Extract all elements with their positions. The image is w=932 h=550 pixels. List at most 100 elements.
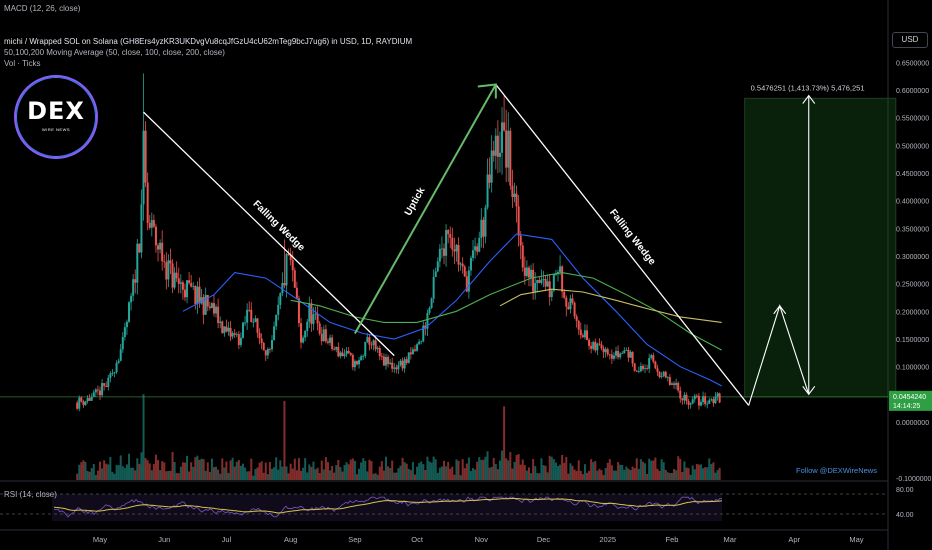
volume-bar bbox=[646, 473, 649, 480]
volume-bar bbox=[92, 463, 95, 480]
candle-body bbox=[136, 243, 139, 283]
candle-body bbox=[443, 248, 446, 256]
candle-body bbox=[88, 398, 91, 401]
candle-body bbox=[283, 283, 286, 286]
volume-bar bbox=[343, 464, 346, 480]
candle-body bbox=[569, 298, 572, 310]
volume-bar bbox=[556, 465, 559, 480]
time-tick-label: 2025 bbox=[599, 535, 616, 544]
volume-bar bbox=[273, 467, 276, 480]
volume-bar bbox=[542, 465, 545, 480]
volume-bar bbox=[202, 459, 205, 480]
candles bbox=[76, 73, 721, 412]
volume-bar bbox=[82, 460, 85, 480]
candle-body bbox=[308, 303, 311, 322]
candle-body bbox=[447, 230, 450, 235]
volume-bar bbox=[689, 474, 692, 480]
volume-bar bbox=[177, 473, 180, 480]
candle-body bbox=[438, 248, 441, 262]
candle-body bbox=[538, 279, 541, 283]
logo-subtext: WIRE NEWS bbox=[41, 127, 71, 132]
target-box: 0.5476251 (1,413.73%) 5,476,251 bbox=[0, 83, 897, 398]
candle-body bbox=[179, 282, 182, 284]
candle-body bbox=[590, 345, 593, 349]
volume-bar bbox=[329, 470, 332, 480]
volume-bar bbox=[333, 472, 336, 480]
candle-body bbox=[291, 259, 294, 271]
candle-body bbox=[281, 283, 284, 294]
candle-body bbox=[619, 353, 622, 358]
candle-body bbox=[639, 365, 642, 372]
candle-body bbox=[196, 286, 199, 305]
candle-body bbox=[252, 321, 255, 323]
volume-bar bbox=[527, 467, 530, 480]
volume-bar bbox=[519, 464, 522, 480]
ma-legend[interactable]: 50,100,200 Moving Average (50, close, 10… bbox=[4, 48, 225, 57]
volume-bar bbox=[648, 458, 651, 480]
volume-bar bbox=[163, 462, 166, 480]
symbol-title[interactable]: michi / Wrapped SOL on Solana (GH8Ers4yz… bbox=[4, 37, 413, 46]
logo-text: DEX bbox=[27, 97, 85, 125]
volume-bar bbox=[382, 470, 385, 480]
volume-bar bbox=[625, 466, 628, 480]
candle-body bbox=[134, 279, 137, 283]
candle-body bbox=[389, 362, 392, 364]
moving-averages bbox=[182, 233, 722, 387]
candle-body bbox=[366, 337, 369, 342]
volume-bar bbox=[223, 467, 226, 480]
volume-bar bbox=[103, 460, 106, 480]
volume-bar bbox=[302, 467, 305, 480]
candle-body bbox=[277, 304, 280, 315]
volume-legend[interactable]: Vol · Ticks bbox=[4, 59, 41, 68]
volume-bar bbox=[125, 464, 128, 480]
volume-bar bbox=[714, 472, 717, 480]
volume-bar bbox=[411, 461, 414, 480]
candle-body bbox=[297, 298, 300, 324]
volume-bar bbox=[658, 470, 661, 480]
volume-bar bbox=[588, 470, 591, 480]
candle-body bbox=[161, 242, 164, 262]
candle-body bbox=[401, 360, 404, 369]
volume-bar bbox=[206, 462, 209, 480]
candle-body bbox=[368, 337, 371, 345]
candle-body bbox=[451, 237, 454, 250]
volume-bar bbox=[310, 466, 313, 480]
currency-button[interactable]: USD bbox=[892, 32, 928, 48]
volume-bar bbox=[447, 461, 450, 480]
candle-body bbox=[465, 276, 468, 292]
follow-link[interactable]: Follow @DEXWireNews bbox=[796, 466, 877, 475]
volume-bar bbox=[430, 462, 433, 480]
candle-body bbox=[486, 174, 489, 208]
candle-body bbox=[159, 242, 162, 250]
candle-body bbox=[337, 347, 340, 357]
volume-bar bbox=[575, 471, 578, 480]
candle-body bbox=[476, 246, 479, 252]
price-tick-label: 0.5500000 bbox=[896, 116, 929, 123]
candle-body bbox=[527, 267, 530, 278]
volume-bar bbox=[254, 468, 257, 480]
candle-body bbox=[679, 390, 682, 399]
candle-body bbox=[225, 326, 228, 332]
candle-body bbox=[125, 321, 128, 328]
candle-body bbox=[217, 306, 220, 324]
candle-body bbox=[186, 280, 189, 298]
candle-body bbox=[121, 336, 124, 350]
candle-body bbox=[343, 354, 346, 357]
volume-bar bbox=[469, 471, 472, 480]
projection-arrowhead bbox=[773, 304, 787, 315]
candle-body bbox=[248, 309, 251, 311]
candle-body bbox=[604, 349, 607, 353]
volume-bar bbox=[463, 468, 466, 480]
candle-body bbox=[285, 254, 288, 286]
macd-legend[interactable]: MACD (12, 26, close) bbox=[4, 4, 81, 13]
price-tick-label: -0.1000000 bbox=[896, 476, 932, 483]
volume-bar bbox=[523, 465, 526, 480]
volume-bar bbox=[639, 459, 642, 480]
candle-body bbox=[177, 278, 180, 284]
volume-bar bbox=[482, 459, 485, 480]
volume-bar bbox=[105, 463, 108, 480]
rsi-legend[interactable]: RSI (14, close) bbox=[4, 490, 57, 499]
volume-bar bbox=[478, 457, 481, 480]
volume-bar bbox=[277, 469, 280, 480]
